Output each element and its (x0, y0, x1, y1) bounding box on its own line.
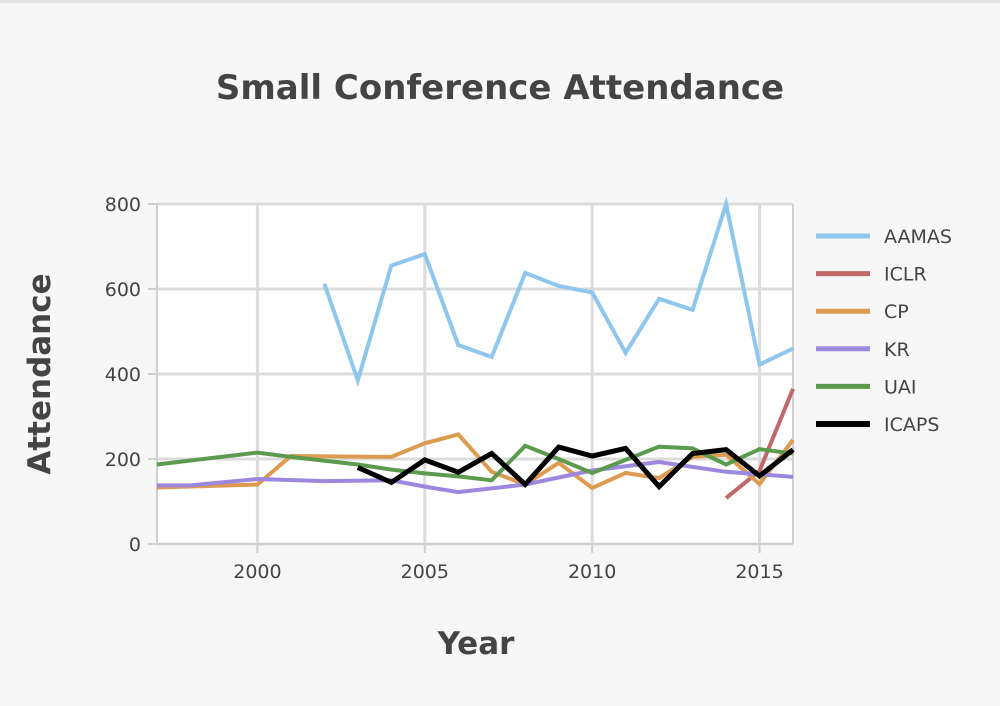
x-axis-title: Year (437, 626, 516, 662)
y-axis-title: Attendance (22, 273, 58, 474)
legend-label-cp: CP (884, 301, 909, 323)
x-tick-label: 2000 (233, 561, 281, 583)
window-top-border (0, 0, 1000, 3)
tick-labels: 0 200 400 600 800 2000 2005 2010 2015 (105, 194, 784, 583)
series-line-kr (157, 459, 794, 495)
legend-label-kr: KR (884, 339, 910, 361)
grid-lines (157, 202, 793, 546)
series-line-icaps (356, 444, 795, 491)
chart-title: Small Conference Attendance (215, 68, 785, 108)
y-tick-label: 200 (105, 449, 141, 471)
series-line-iclr (724, 388, 795, 500)
y-tick-label: 800 (105, 194, 141, 216)
x-tick-label: 2010 (568, 561, 616, 583)
y-tick-label: 0 (129, 534, 141, 556)
legend-label-icaps: ICAPS (884, 414, 939, 436)
series-line-aamas (322, 196, 794, 387)
y-tick-label: 400 (105, 364, 141, 386)
y-tick-label: 600 (105, 279, 141, 301)
legend: AAMAS ICLR CP KR UAI ICAPS (816, 226, 952, 436)
x-tick-label: 2005 (401, 561, 449, 583)
series-lines (156, 196, 795, 500)
legend-label-uai: UAI (884, 376, 917, 398)
x-tick-label: 2015 (735, 561, 783, 583)
legend-label-aamas: AAMAS (884, 226, 952, 248)
legend-label-iclr: ICLR (884, 264, 927, 286)
